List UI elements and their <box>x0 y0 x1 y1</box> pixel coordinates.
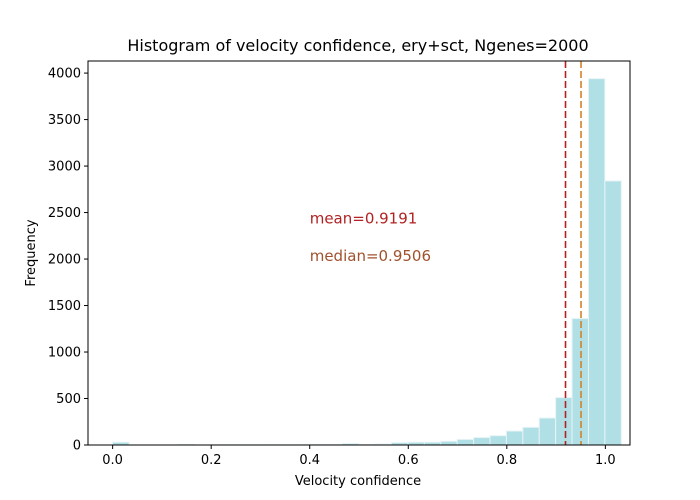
y-axis: 0 500 1000 1500 2000 2500 3000 3500 4000 <box>48 67 88 454</box>
annotation-text: median=0.9506 <box>310 247 431 265</box>
histogram-bar <box>538 417 557 446</box>
y-tick-label: 500 <box>56 392 81 407</box>
y-tick-label: 0 <box>73 439 81 454</box>
x-tick-label: 0.8 <box>496 453 517 468</box>
histogram-bar <box>555 397 573 446</box>
y-tick-label: 2000 <box>48 253 81 268</box>
histogram-bar <box>473 437 491 446</box>
histogram-bar <box>587 78 606 446</box>
histogram-bar <box>604 180 622 446</box>
x-tick-label: 1.0 <box>595 453 616 468</box>
annotations: mean=0.9191 median=0.9506 <box>310 210 431 265</box>
histogram-bar <box>440 440 458 446</box>
histogram-bar <box>456 438 475 446</box>
x-tick-label: 0.4 <box>299 453 320 468</box>
x-tick-label: 0.6 <box>398 453 419 468</box>
x-axis-label: Velocity confidence <box>295 474 421 489</box>
bars-group <box>112 78 622 446</box>
x-tick-label: 0.0 <box>102 453 123 468</box>
y-tick-label: 1000 <box>48 346 81 361</box>
x-axis: 0.0 0.2 0.4 0.6 0.8 1.0 <box>102 445 616 468</box>
reference-lines <box>564 61 582 445</box>
annotation-text: mean=0.9191 <box>310 210 418 228</box>
y-tick-label: 1500 <box>48 299 81 314</box>
y-tick-label: 2500 <box>48 206 81 221</box>
histogram-bar <box>522 426 540 446</box>
histogram-bar <box>505 430 524 446</box>
y-tick-label: 3000 <box>48 160 81 175</box>
x-tick-label: 0.2 <box>201 453 222 468</box>
y-tick-label: 4000 <box>48 67 81 82</box>
plot-frame <box>87 60 631 446</box>
chart-title: Histogram of velocity confidence, ery+sc… <box>127 36 588 55</box>
y-tick-label: 3500 <box>48 113 81 128</box>
y-axis-label: Frequency <box>24 219 39 286</box>
histogram-bar <box>489 435 507 446</box>
